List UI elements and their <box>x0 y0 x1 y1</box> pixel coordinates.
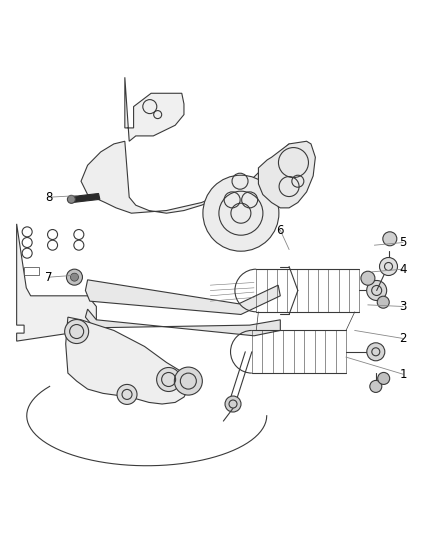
Circle shape <box>379 257 398 276</box>
Text: 8: 8 <box>46 191 53 204</box>
Polygon shape <box>85 280 280 314</box>
Circle shape <box>378 373 390 384</box>
Circle shape <box>157 367 180 392</box>
Circle shape <box>370 381 382 392</box>
Circle shape <box>65 319 88 344</box>
Polygon shape <box>258 141 315 208</box>
Polygon shape <box>71 193 100 203</box>
Text: 5: 5 <box>399 236 406 249</box>
Circle shape <box>71 273 78 281</box>
Polygon shape <box>125 77 184 141</box>
Circle shape <box>367 280 387 301</box>
Circle shape <box>383 232 397 246</box>
Circle shape <box>361 271 375 285</box>
Polygon shape <box>66 317 188 404</box>
Text: 1: 1 <box>399 368 407 381</box>
Circle shape <box>117 384 137 405</box>
Text: 2: 2 <box>399 332 407 345</box>
Text: 4: 4 <box>399 263 407 276</box>
Circle shape <box>203 175 279 251</box>
Text: 7: 7 <box>45 271 53 284</box>
Circle shape <box>67 269 82 285</box>
Polygon shape <box>24 266 39 275</box>
Circle shape <box>225 396 241 412</box>
Polygon shape <box>17 224 96 341</box>
Text: 6: 6 <box>276 224 284 237</box>
Polygon shape <box>85 309 280 336</box>
Text: 3: 3 <box>399 300 406 313</box>
Circle shape <box>174 367 202 395</box>
Circle shape <box>67 195 75 204</box>
Circle shape <box>367 343 385 361</box>
Polygon shape <box>81 141 298 213</box>
Circle shape <box>377 296 389 308</box>
